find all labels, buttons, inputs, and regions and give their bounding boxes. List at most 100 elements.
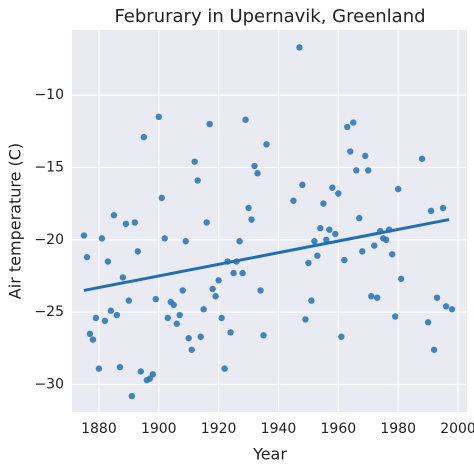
point: [335, 190, 342, 197]
x-tick-label: 1920: [201, 421, 237, 437]
point: [194, 177, 201, 184]
point: [89, 336, 97, 343]
point: [430, 346, 438, 353]
plot-area: [72, 30, 467, 412]
point: [149, 371, 156, 378]
point: [104, 258, 112, 265]
point: [92, 314, 100, 322]
point: [137, 368, 145, 375]
point: [427, 207, 435, 215]
regression-line: [83, 218, 450, 292]
point: [359, 248, 366, 255]
point: [188, 346, 195, 353]
point: [152, 295, 159, 303]
y-tick-label: −20: [34, 232, 64, 248]
x-tick-label: 1940: [261, 421, 297, 437]
point: [442, 303, 450, 310]
point: [391, 313, 399, 320]
y-tick-label: −25: [34, 304, 64, 320]
point: [101, 317, 109, 325]
point: [86, 330, 94, 338]
point: [98, 235, 106, 242]
point: [215, 277, 222, 284]
point: [299, 181, 306, 189]
point: [263, 141, 270, 148]
point: [182, 238, 189, 245]
point: [185, 335, 192, 342]
point: [374, 294, 381, 301]
point: [227, 329, 234, 336]
point: [236, 238, 243, 245]
point: [371, 242, 378, 249]
point: [248, 216, 255, 223]
point: [448, 306, 456, 313]
point: [338, 333, 345, 340]
x-tick-label: 2000: [440, 421, 474, 437]
y-tick-label: −10: [34, 87, 64, 103]
point: [260, 332, 267, 339]
point: [212, 293, 219, 300]
point: [383, 236, 390, 244]
point: [424, 319, 432, 326]
point: [311, 238, 318, 245]
y-tick-label: −30: [34, 377, 64, 393]
point: [368, 293, 375, 300]
point: [83, 253, 91, 261]
point: [221, 365, 228, 372]
point: [119, 274, 127, 281]
point: [125, 297, 133, 304]
point: [251, 162, 258, 170]
point: [439, 204, 447, 212]
point: [164, 314, 171, 322]
point: [230, 269, 237, 277]
point: [320, 200, 327, 207]
point: [107, 307, 115, 314]
point: [179, 287, 186, 294]
point: [397, 275, 405, 283]
x-tick-label: 1900: [141, 421, 177, 437]
point: [329, 184, 336, 191]
point: [206, 120, 213, 128]
chart-title: Februrary in Upernavik, Greenland: [114, 6, 425, 27]
point: [170, 301, 177, 309]
point: [418, 155, 426, 162]
point: [350, 119, 357, 126]
point: [128, 392, 136, 400]
point: [116, 363, 124, 371]
point: [388, 251, 396, 258]
point: [326, 226, 333, 233]
point: [254, 170, 261, 177]
point: [317, 225, 324, 232]
point: [362, 152, 369, 160]
point: [113, 311, 121, 319]
point: [257, 287, 264, 294]
point: [134, 248, 142, 255]
point: [131, 219, 139, 226]
point: [191, 158, 198, 165]
point: [365, 167, 372, 174]
x-tick-label: 1980: [380, 421, 416, 437]
point: [356, 214, 363, 222]
point: [110, 212, 118, 219]
point: [323, 236, 330, 244]
x-tick-label: 1960: [321, 421, 357, 437]
point: [344, 123, 351, 131]
point: [239, 269, 246, 277]
point: [332, 230, 339, 238]
point: [308, 297, 315, 304]
point: [302, 316, 309, 323]
point: [173, 320, 180, 327]
y-tick-label: −15: [34, 159, 64, 175]
point: [245, 204, 252, 212]
point: [394, 185, 402, 193]
point: [197, 333, 204, 340]
point: [140, 133, 148, 141]
point: [80, 232, 88, 239]
point: [161, 235, 168, 242]
point: [176, 311, 183, 319]
y-axis-label: Air temperature (C): [6, 143, 25, 299]
point: [314, 252, 321, 259]
point: [218, 314, 225, 322]
point: [341, 256, 348, 264]
